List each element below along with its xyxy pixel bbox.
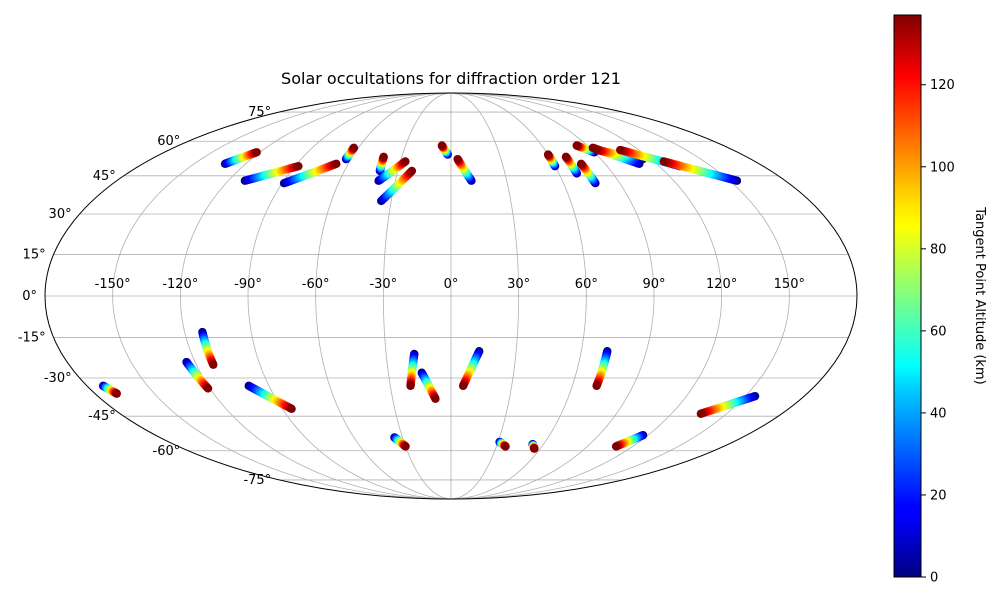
occultation-point (696, 409, 706, 418)
latitude-tick-label: -30° (44, 371, 72, 386)
latitude-tick-label: 45° (93, 169, 116, 184)
occultation-point (406, 381, 415, 391)
latitude-tick-label: 75° (248, 105, 271, 120)
latitude-tick-label: 15° (23, 247, 46, 262)
longitude-gridline (450, 93, 520, 499)
latitude-tick-label: 60° (157, 134, 180, 149)
longitude-tick-label: -60° (302, 277, 330, 292)
occultation-point (332, 159, 341, 169)
colorbar: 0 20 40 60 80 100 120 Tangent Point Altitude (… (893, 14, 987, 586)
longitude-gridline (450, 93, 723, 499)
occultation-point (401, 442, 410, 451)
occultation-point (458, 381, 468, 391)
longitude-gridline (112, 93, 452, 499)
longitude-tick-label: -120° (162, 277, 198, 292)
occultation-point (453, 154, 462, 164)
occultation-tracks (98, 141, 760, 453)
occultation-point (616, 145, 625, 155)
occultation-point (572, 141, 581, 150)
longitude-gridline (247, 93, 452, 499)
latitude-tick-label: -75° (243, 473, 271, 488)
occultation-point (576, 159, 586, 169)
occultation-point (112, 389, 121, 398)
latitude-tick-label: -45° (88, 409, 116, 424)
longitude-tick-label: 0° (444, 277, 459, 292)
longitude-tick-label: 30° (507, 277, 530, 292)
latitude-tick-label: 30° (49, 207, 72, 222)
occultation-point (349, 143, 359, 152)
occultation-point (501, 442, 510, 451)
longitude-tick-label: 90° (642, 277, 665, 292)
occultation-point (659, 157, 669, 166)
occultation-point (401, 157, 410, 166)
colorbar-ticks: 0 20 40 60 80 100 120 (921, 78, 955, 586)
occultation-point (287, 404, 296, 413)
longitude-gridline (450, 93, 587, 499)
occultation-point (431, 394, 440, 403)
colorbar-tick-label: 60 (930, 324, 947, 339)
longitude-gridline (382, 93, 452, 499)
colorbar-gradient (893, 14, 922, 578)
longitude-gridline (450, 93, 790, 499)
occultation-point (592, 381, 601, 391)
occultation-point (203, 384, 213, 393)
occultation-point (379, 152, 388, 162)
map-grid (45, 93, 857, 499)
colorbar-tick-label: 40 (930, 406, 947, 421)
occultation-point (543, 150, 553, 159)
longitude-tick-label: -30° (369, 277, 397, 292)
map-boundary (44, 92, 858, 500)
chart-title: Solar occultations for diffraction order… (281, 69, 621, 88)
colorbar-tick-label: 80 (930, 242, 947, 257)
colorbar-tick-label: 120 (930, 78, 955, 93)
latitude-tick-label: -60° (153, 444, 181, 459)
occultation-point (437, 141, 447, 150)
longitude-tick-label: -150° (95, 277, 131, 292)
colorbar-label: Tangent Point Altitude (km) (972, 206, 987, 384)
occultation-point (530, 444, 539, 453)
occultation-point (209, 360, 218, 369)
longitude-tick-label: -90° (234, 277, 262, 292)
colorbar-tick-label: 0 (930, 571, 938, 586)
longitude-gridline (315, 93, 452, 499)
longitude-tick-label: 150° (774, 277, 805, 292)
occultation-point (252, 148, 261, 157)
longitude-gridline (179, 93, 452, 499)
longitude-tick-label: 60° (575, 277, 598, 292)
occultation-point (407, 166, 417, 176)
colorbar-tick-label: 20 (930, 488, 947, 503)
colorbar-tick-label: 100 (930, 160, 955, 175)
occultation-point (294, 161, 303, 171)
longitude-tick-labels: -150° -120° -90° -60° -30° 0° 30° 60° 90° 120° 150… (95, 277, 805, 292)
latitude-tick-label: 0° (22, 289, 37, 304)
occultation-point (561, 152, 571, 162)
occultation-point (611, 442, 621, 451)
latitude-tick-label: -15° (18, 331, 46, 346)
latitude-tick-labels: 75° 60° 45° 30° 15° 0° -15° -30° -45° -60° -75° (18, 105, 271, 488)
longitude-gridline (450, 93, 655, 499)
longitude-tick-label: 120° (706, 277, 737, 292)
occultation-point (592, 145, 601, 155)
